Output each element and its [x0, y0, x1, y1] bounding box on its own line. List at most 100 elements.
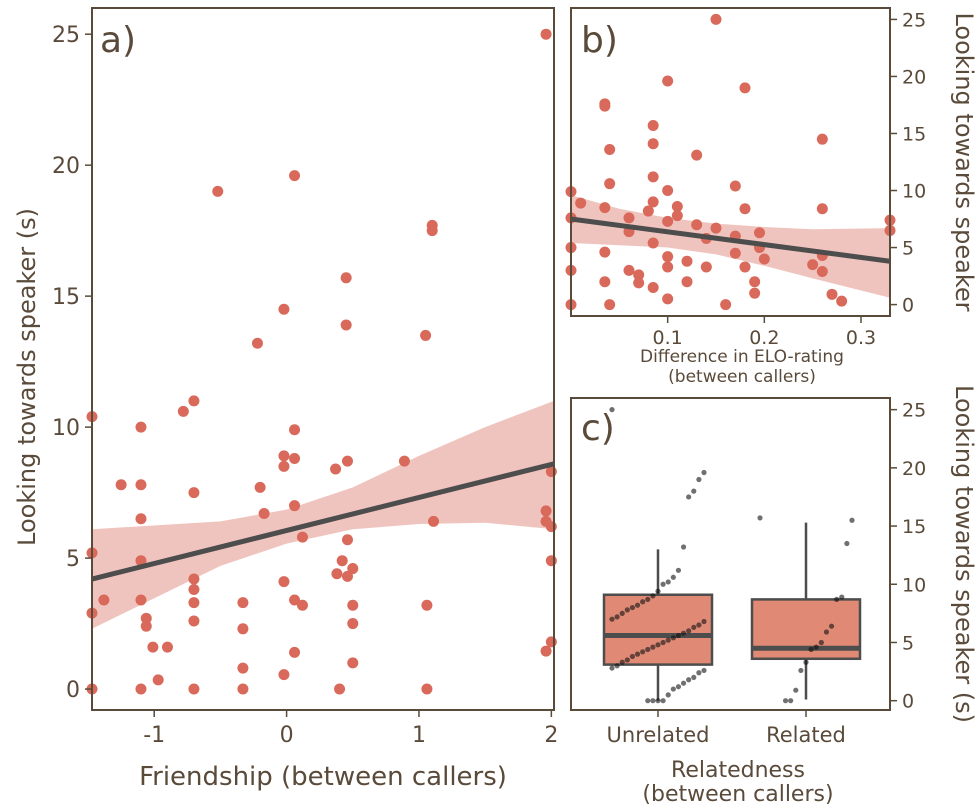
jitter-point	[793, 688, 798, 693]
data-point	[135, 422, 146, 433]
jitter-point	[615, 614, 620, 619]
data-point	[427, 225, 438, 236]
panel-a-label: a)	[100, 20, 136, 61]
jitter-point	[701, 619, 706, 624]
jitter-point	[671, 575, 676, 580]
panel-b-x-axis-label-line2: (between callers)	[668, 367, 816, 387]
jitter-point	[757, 515, 762, 520]
data-point	[604, 178, 615, 189]
box-unrelated	[604, 595, 712, 665]
jitter-point	[650, 645, 655, 650]
panel-b-label: b)	[581, 20, 618, 61]
data-point	[341, 272, 352, 283]
data-point	[827, 289, 838, 300]
data-point	[237, 623, 248, 634]
jitter-point	[696, 477, 701, 482]
jitter-point	[701, 668, 706, 673]
y-tick-label: 15	[902, 123, 926, 145]
jitter-point	[701, 470, 706, 475]
data-point	[599, 101, 610, 112]
data-point	[682, 276, 693, 287]
data-point	[347, 618, 358, 629]
data-point	[278, 669, 289, 680]
y-tick-label: 25	[52, 23, 80, 48]
jitter-point	[696, 622, 701, 627]
data-point	[212, 186, 223, 197]
data-point	[648, 237, 659, 248]
data-point	[297, 532, 308, 543]
data-point	[836, 296, 847, 307]
jitter-point	[809, 647, 814, 652]
data-point	[188, 584, 199, 595]
data-point	[662, 293, 673, 304]
jitter-point	[661, 640, 666, 645]
x-tick-label: 0.2	[749, 327, 779, 349]
jitter-point	[839, 594, 844, 599]
data-point	[289, 453, 300, 464]
data-point	[541, 29, 552, 40]
x-tick-label: 1	[412, 723, 426, 748]
data-point	[135, 594, 146, 605]
panel-c-label: c)	[581, 408, 615, 449]
jitter-point	[671, 686, 676, 691]
x-tick-label: -1	[143, 723, 165, 748]
data-point	[720, 299, 731, 310]
data-point	[141, 621, 152, 632]
y-tick-label: 10	[902, 574, 926, 596]
data-point	[278, 461, 289, 472]
data-point	[188, 597, 199, 608]
data-point	[237, 684, 248, 695]
x-tick-label: 2	[544, 723, 558, 748]
data-point	[711, 223, 722, 234]
data-point	[237, 663, 248, 674]
data-point	[648, 120, 659, 131]
data-point	[342, 534, 353, 545]
y-tick-label: 25	[902, 9, 926, 31]
data-point	[749, 288, 760, 299]
data-point	[331, 568, 342, 579]
jitter-point	[625, 607, 630, 612]
jitter-point	[666, 638, 671, 643]
data-point	[648, 282, 659, 293]
jitter-point	[824, 629, 829, 634]
data-point	[604, 299, 615, 310]
data-point	[259, 508, 270, 519]
jitter-point	[640, 649, 645, 654]
jitter-point	[691, 675, 696, 680]
data-point	[289, 500, 300, 511]
y-tick-label: 20	[902, 458, 926, 480]
data-point	[604, 144, 615, 155]
data-point	[633, 269, 644, 280]
jitter-point	[798, 668, 803, 673]
y-tick-label: 5	[902, 238, 914, 260]
data-point	[147, 642, 158, 653]
jitter-point	[788, 698, 793, 703]
data-point	[711, 14, 722, 25]
jitter-point	[645, 647, 650, 652]
data-point	[624, 212, 635, 223]
data-point	[289, 647, 300, 658]
data-point	[289, 170, 300, 181]
data-point	[749, 276, 760, 287]
data-point	[575, 198, 586, 209]
jitter-point	[666, 692, 671, 697]
y-tick-label: 5	[902, 632, 914, 654]
data-point	[347, 657, 358, 668]
panel-c-x-axis-label-line1: Relatedness	[671, 758, 805, 783]
x-tick-label: 0.3	[846, 327, 876, 349]
data-point	[682, 256, 693, 267]
jitter-point	[635, 652, 640, 657]
data-point	[648, 196, 659, 207]
data-point	[599, 202, 610, 213]
jitter-point	[650, 698, 655, 703]
confidence-band	[92, 401, 554, 629]
jitter-point	[696, 670, 701, 675]
data-point	[730, 180, 741, 191]
